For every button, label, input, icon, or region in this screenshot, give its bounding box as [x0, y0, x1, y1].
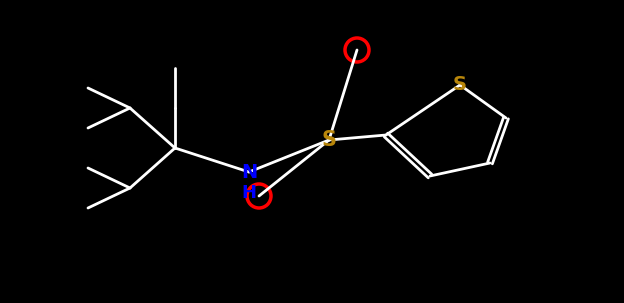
Text: N: N	[241, 162, 257, 181]
Text: S: S	[321, 130, 336, 150]
Text: S: S	[453, 75, 467, 95]
Text: H: H	[241, 184, 256, 202]
